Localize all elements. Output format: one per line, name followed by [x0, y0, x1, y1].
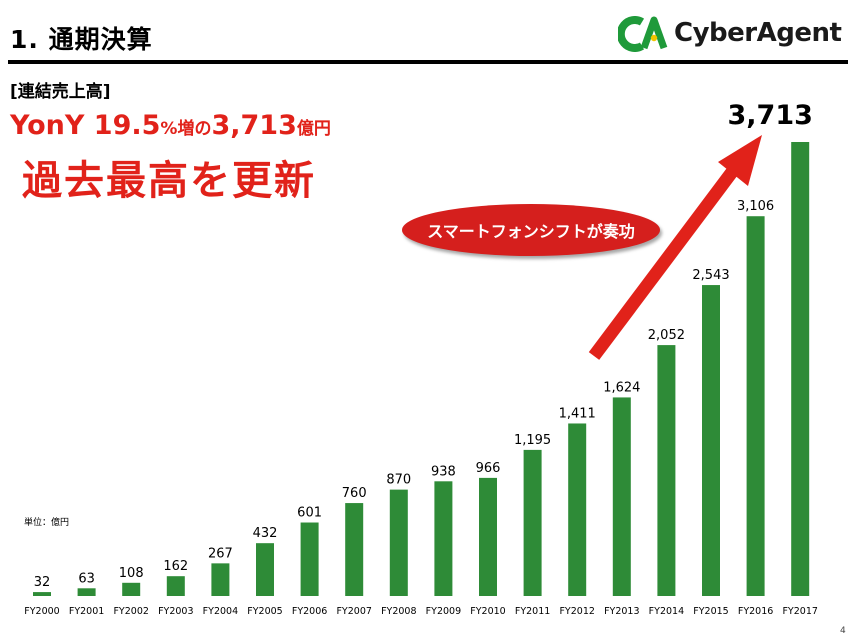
x-tick-FY2017: FY2017 — [782, 606, 817, 617]
callout-bubble: スマートフォンシフトが奏功 — [402, 204, 660, 256]
x-tick-FY2002: FY2002 — [113, 606, 148, 617]
data-label-FY2006: 601 — [297, 506, 322, 521]
data-label-FY2013: 1,624 — [603, 380, 640, 395]
bar-FY2002 — [122, 582, 141, 596]
logo-mark-icon — [618, 16, 668, 52]
cyberagent-logo: CyberAgent — [618, 10, 848, 58]
bar-FY2015 — [702, 285, 720, 596]
headline-yony: YonY 19.5 — [10, 110, 161, 141]
data-label-FY2004: 267 — [208, 546, 233, 561]
x-tick-FY2012: FY2012 — [559, 606, 594, 617]
x-tick-FY2008: FY2008 — [381, 606, 416, 617]
data-label-FY2015: 2,543 — [692, 268, 729, 283]
x-tick-FY2003: FY2003 — [158, 606, 193, 617]
data-label-FY2010: 966 — [476, 461, 501, 476]
bar-FY2013 — [612, 397, 631, 596]
data-label-FY2016: 3,106 — [737, 199, 774, 214]
x-tick-FY2007: FY2007 — [336, 606, 371, 617]
title-divider — [8, 60, 848, 64]
bar-FY2001 — [77, 588, 96, 596]
bar-FY2014 — [657, 345, 676, 596]
unit-label: 単位：億円 — [24, 518, 70, 528]
data-label-FY2017: 3,713 — [727, 100, 812, 131]
headline-unit: 億円 — [296, 119, 331, 139]
data-label-FY2000: 32 — [34, 575, 51, 590]
x-tick-FY2015: FY2015 — [693, 606, 728, 617]
bar-FY2006 — [300, 522, 319, 596]
bar-FY2016 — [746, 216, 765, 596]
brand-name: CyberAgent — [674, 18, 842, 48]
bar-FY2011 — [523, 449, 542, 596]
data-label-FY2012: 1,411 — [559, 406, 596, 421]
bar-FY2005 — [256, 543, 274, 596]
bar-FY2010 — [479, 477, 497, 596]
data-label-FY2001: 63 — [78, 571, 95, 586]
x-tick-FY2009: FY2009 — [426, 606, 461, 617]
headline-amount: 3,713 — [211, 110, 297, 141]
bar-FY2017 — [791, 142, 810, 596]
x-tick-FY2010: FY2010 — [470, 606, 505, 617]
headline-increase: %増の — [160, 119, 212, 139]
data-label-FY2005: 432 — [253, 526, 278, 541]
data-label-FY2007: 760 — [342, 486, 367, 501]
section-subtitle: [連結売上高] — [10, 82, 111, 102]
x-tick-FY2005: FY2005 — [247, 606, 282, 617]
bar-FY2012 — [568, 423, 587, 596]
x-tick-FY2013: FY2013 — [604, 606, 639, 617]
page-number: 4 — [840, 626, 846, 636]
trend-arrow-icon — [588, 135, 762, 360]
x-tick-FY2001: FY2001 — [69, 606, 104, 617]
headline-growth: YonY 19.5%増の3,713億円 — [10, 110, 331, 141]
x-tick-FY2016: FY2016 — [738, 606, 773, 617]
bar-FY2000 — [33, 592, 51, 596]
data-label-FY2014: 2,052 — [648, 328, 685, 343]
bar-FY2004 — [211, 563, 230, 596]
x-tick-FY2006: FY2006 — [292, 606, 327, 617]
data-label-FY2009: 938 — [431, 464, 456, 479]
page-title: 1. 通期決算 — [10, 25, 153, 54]
bar-FY2008 — [389, 489, 408, 596]
x-tick-FY2014: FY2014 — [649, 606, 684, 617]
x-tick-FY2011: FY2011 — [515, 606, 550, 617]
bar-FY2003 — [166, 576, 185, 596]
headline-record: 過去最高を更新 — [22, 158, 316, 204]
data-label-FY2011: 1,195 — [514, 433, 551, 448]
data-label-FY2002: 108 — [119, 566, 144, 581]
bar-FY2007 — [345, 503, 364, 596]
data-label-FY2008: 870 — [386, 473, 411, 488]
bar-FY2009 — [434, 481, 453, 596]
x-tick-FY2000: FY2000 — [24, 606, 59, 617]
data-label-FY2003: 162 — [163, 559, 188, 574]
x-tick-FY2004: FY2004 — [203, 606, 238, 617]
